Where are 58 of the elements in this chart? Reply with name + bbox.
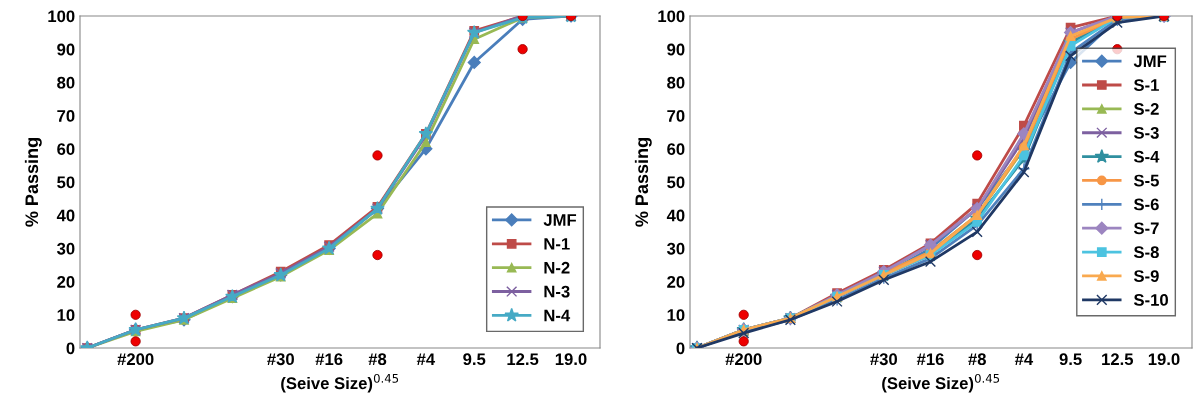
x-tick-label: 19.0 [1148, 353, 1180, 366]
y-tick-label: 80 [667, 76, 685, 89]
x-tick-label: 19.0 [555, 353, 587, 366]
legend-label: S-1 [1133, 79, 1159, 91]
legend-label: N-1 [544, 238, 570, 250]
x-tick-label: #30 [870, 353, 898, 366]
y-tick-label: 100 [658, 10, 685, 23]
y-tick-label: 70 [667, 110, 685, 122]
y-tick-label: 80 [57, 76, 75, 89]
y-tick-label: 60 [667, 143, 685, 155]
x-tick-label: 12.5 [1102, 353, 1134, 366]
x-axis-title: (Seive Size)$^{0.45}$ [882, 373, 1000, 393]
y-tick-label: 30 [666, 242, 685, 255]
legend-label: S-8 [1133, 246, 1159, 259]
legend-label: JMF [1133, 55, 1167, 68]
x-tick-label: #8 [968, 353, 986, 366]
y-tick-label: 10 [57, 309, 75, 321]
y-tick-label: 30 [56, 242, 75, 255]
y-tick-label: 50 [57, 176, 75, 189]
legend-label: S-7 [1133, 222, 1159, 235]
y-tick-label: 60 [57, 143, 75, 155]
y-tick-label: 70 [57, 110, 75, 122]
y-tick-label: 20 [667, 276, 685, 288]
y-tick-label: 10 [667, 309, 685, 321]
x-tick-label: #200 [725, 353, 762, 366]
y-tick-label: 0 [66, 342, 75, 355]
legend-label: S-4 [1133, 150, 1160, 163]
x-tick-label: #8 [368, 353, 387, 366]
legend-label: S-5 [1133, 174, 1159, 187]
legend-label: S-9 [1133, 270, 1159, 282]
x-axis-title: (Seive Size)$^{0.45}$ [281, 373, 399, 393]
legend-label: S-10 [1133, 294, 1168, 306]
x-tick-label: #16 [916, 353, 944, 366]
legend-label: S-3 [1133, 126, 1159, 139]
legend-label: S-6 [1133, 198, 1159, 211]
x-tick-label: #16 [315, 353, 343, 366]
legend-label: N-4 [544, 309, 571, 322]
y-tick-label: 50 [667, 176, 685, 189]
y-tick-label: 90 [57, 43, 75, 56]
x-tick-label: 9.5 [463, 353, 486, 366]
y-tick-label: 0 [676, 342, 685, 355]
y-axis-title: % Passing [24, 138, 42, 227]
legend-label: N-2 [544, 261, 570, 274]
x-tick-label: #30 [267, 353, 294, 366]
x-tick-label: 12.5 [507, 353, 539, 366]
y-tick-label: 100 [48, 10, 75, 23]
y-tick-label: 20 [57, 276, 75, 288]
legend-label: N-3 [544, 285, 570, 298]
x-tick-label: 9.5 [1059, 353, 1082, 366]
y-tick-label: 90 [667, 43, 685, 56]
y-axis-title: % Passing [634, 138, 652, 227]
x-tick-label: #4 [1014, 353, 1034, 365]
y-tick-label: 40 [56, 209, 75, 222]
legend-label: JMF [543, 214, 577, 226]
legend-label: S-2 [1133, 103, 1159, 115]
x-tick-label: #4 [416, 353, 436, 365]
y-tick-label: 40 [666, 209, 685, 222]
x-tick-label: #200 [117, 353, 154, 366]
